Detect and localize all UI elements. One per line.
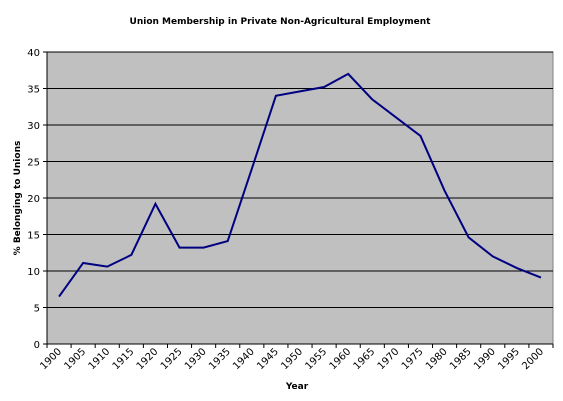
y-tick-label: 25 bbox=[27, 158, 40, 169]
x-tick-label: 1950 bbox=[279, 346, 305, 372]
x-tick-label: 1920 bbox=[135, 346, 161, 372]
x-tick-label: 1905 bbox=[62, 346, 88, 372]
x-tick-label: 1945 bbox=[255, 346, 281, 372]
x-tick-label: 1940 bbox=[231, 346, 257, 372]
x-tick-label: 1980 bbox=[424, 346, 450, 372]
y-axis-label: % Belonging to Unions bbox=[13, 141, 23, 256]
chart-title: Union Membership in Private Non-Agricult… bbox=[130, 17, 432, 27]
y-tick-label: 35 bbox=[27, 85, 40, 96]
x-tick-label: 2000 bbox=[520, 346, 546, 372]
x-tick-label: 1990 bbox=[472, 346, 498, 372]
y-tick-label: 15 bbox=[27, 231, 40, 242]
x-tick-label: 1955 bbox=[303, 346, 329, 372]
x-tick-label: 1960 bbox=[328, 346, 354, 372]
x-tick-label: 1915 bbox=[111, 346, 137, 372]
x-tick-label: 1935 bbox=[207, 346, 233, 372]
y-tick-label: 40 bbox=[27, 48, 40, 59]
y-tick-label: 20 bbox=[27, 194, 40, 205]
y-tick-label: 5 bbox=[34, 304, 40, 315]
x-axis-label: Year bbox=[285, 382, 309, 392]
y-tick-label: 10 bbox=[27, 267, 40, 278]
data-line bbox=[58, 72, 542, 298]
x-tick-label: 1965 bbox=[352, 346, 378, 372]
x-tick-label: 1900 bbox=[38, 346, 64, 372]
x-tick-label: 1995 bbox=[496, 346, 522, 372]
y-tick-label: 30 bbox=[27, 121, 40, 132]
y-tick-label: 0 bbox=[34, 340, 40, 351]
x-tick-label: 1970 bbox=[376, 346, 402, 372]
x-tick-label: 1925 bbox=[159, 346, 185, 372]
x-tick-label: 1930 bbox=[183, 346, 209, 372]
x-tick-label: 1910 bbox=[87, 346, 113, 372]
x-tick-label: 1975 bbox=[400, 346, 426, 372]
x-tick-label: 1985 bbox=[448, 346, 474, 372]
